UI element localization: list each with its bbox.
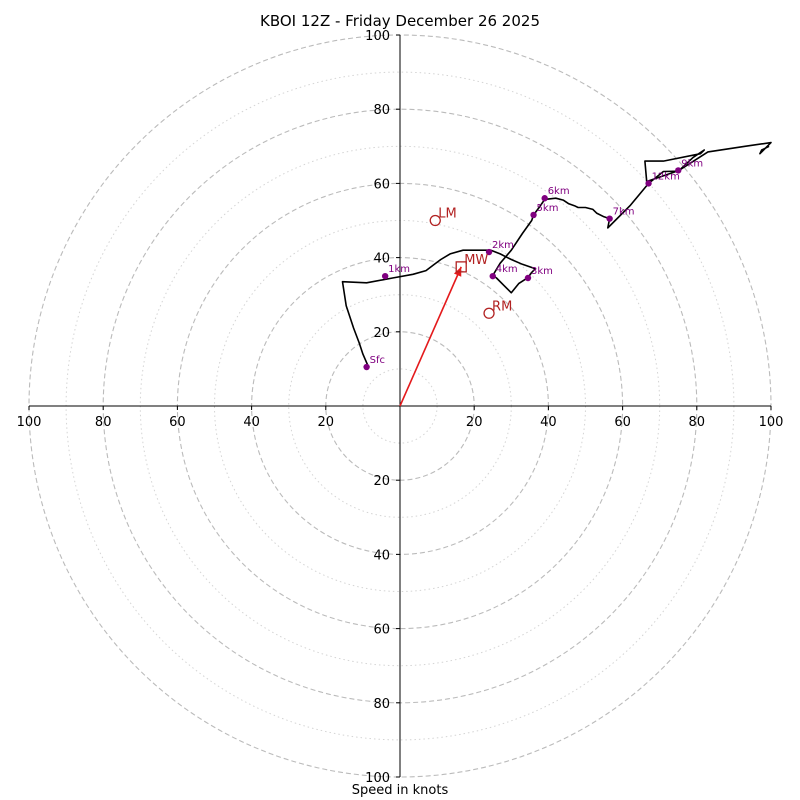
height-marker (381, 272, 389, 280)
height-marker (675, 167, 682, 174)
x-tick-label: 20 (318, 415, 335, 430)
hodograph-line (341, 141, 772, 368)
height-marker (485, 248, 493, 256)
height-marker (530, 211, 537, 219)
y-tick-label: 60 (373, 623, 390, 638)
y-tick-label: 40 (373, 252, 390, 267)
y-tick-label: 60 (373, 177, 390, 192)
x-tick-label: 60 (169, 415, 186, 430)
height-marker (524, 274, 532, 282)
y-tick-label: 40 (373, 548, 390, 563)
height-marker (363, 363, 370, 371)
height-marker-label: 3km (531, 266, 553, 277)
y-tick-label: 80 (373, 697, 390, 712)
x-tick-label: 100 (17, 415, 42, 430)
storm-motion-marker (455, 261, 467, 273)
storm-motion-marker (483, 307, 495, 319)
height-marker-label: 9km (681, 158, 703, 169)
x-tick-label: 100 (759, 415, 784, 430)
height-marker (645, 180, 652, 187)
x-tick-label: 80 (95, 415, 112, 430)
y-tick-label: 100 (365, 771, 390, 786)
mean-wind-vector (399, 266, 462, 407)
x-tick-label: 80 (689, 415, 706, 430)
height-marker (606, 215, 613, 222)
storm-motion-label: MW (464, 253, 488, 268)
y-tick-label: 20 (373, 326, 390, 341)
storm-motion-marker (429, 214, 441, 227)
storm-motion-label: LM (438, 207, 456, 222)
height-marker-label: 1km (388, 264, 410, 275)
height-marker-label: 4km (496, 264, 518, 275)
x-tick-label: 60 (614, 415, 631, 430)
y-tick-label: 20 (373, 474, 390, 489)
height-marker-label: 2km (492, 240, 514, 251)
height-marker (489, 272, 496, 280)
chart-title: KBOI 12Z - Friday December 26 2025 (260, 12, 540, 30)
height-marker-label: 5km (537, 203, 559, 214)
x-axis-label: Speed in knots (351, 783, 449, 798)
height-marker (541, 195, 548, 202)
y-tick-label: 80 (373, 103, 390, 118)
height-marker-label: 12km (652, 171, 680, 182)
y-tick-label: 100 (365, 29, 390, 44)
x-tick-label: 20 (466, 415, 483, 430)
height-marker-label: 7km (613, 207, 635, 218)
height-marker-label: Sfc (370, 355, 385, 366)
x-tick-label: 40 (243, 415, 260, 430)
x-tick-label: 40 (540, 415, 557, 430)
height-marker-label: 6km (548, 186, 570, 197)
storm-motion-label: RM (492, 299, 512, 314)
